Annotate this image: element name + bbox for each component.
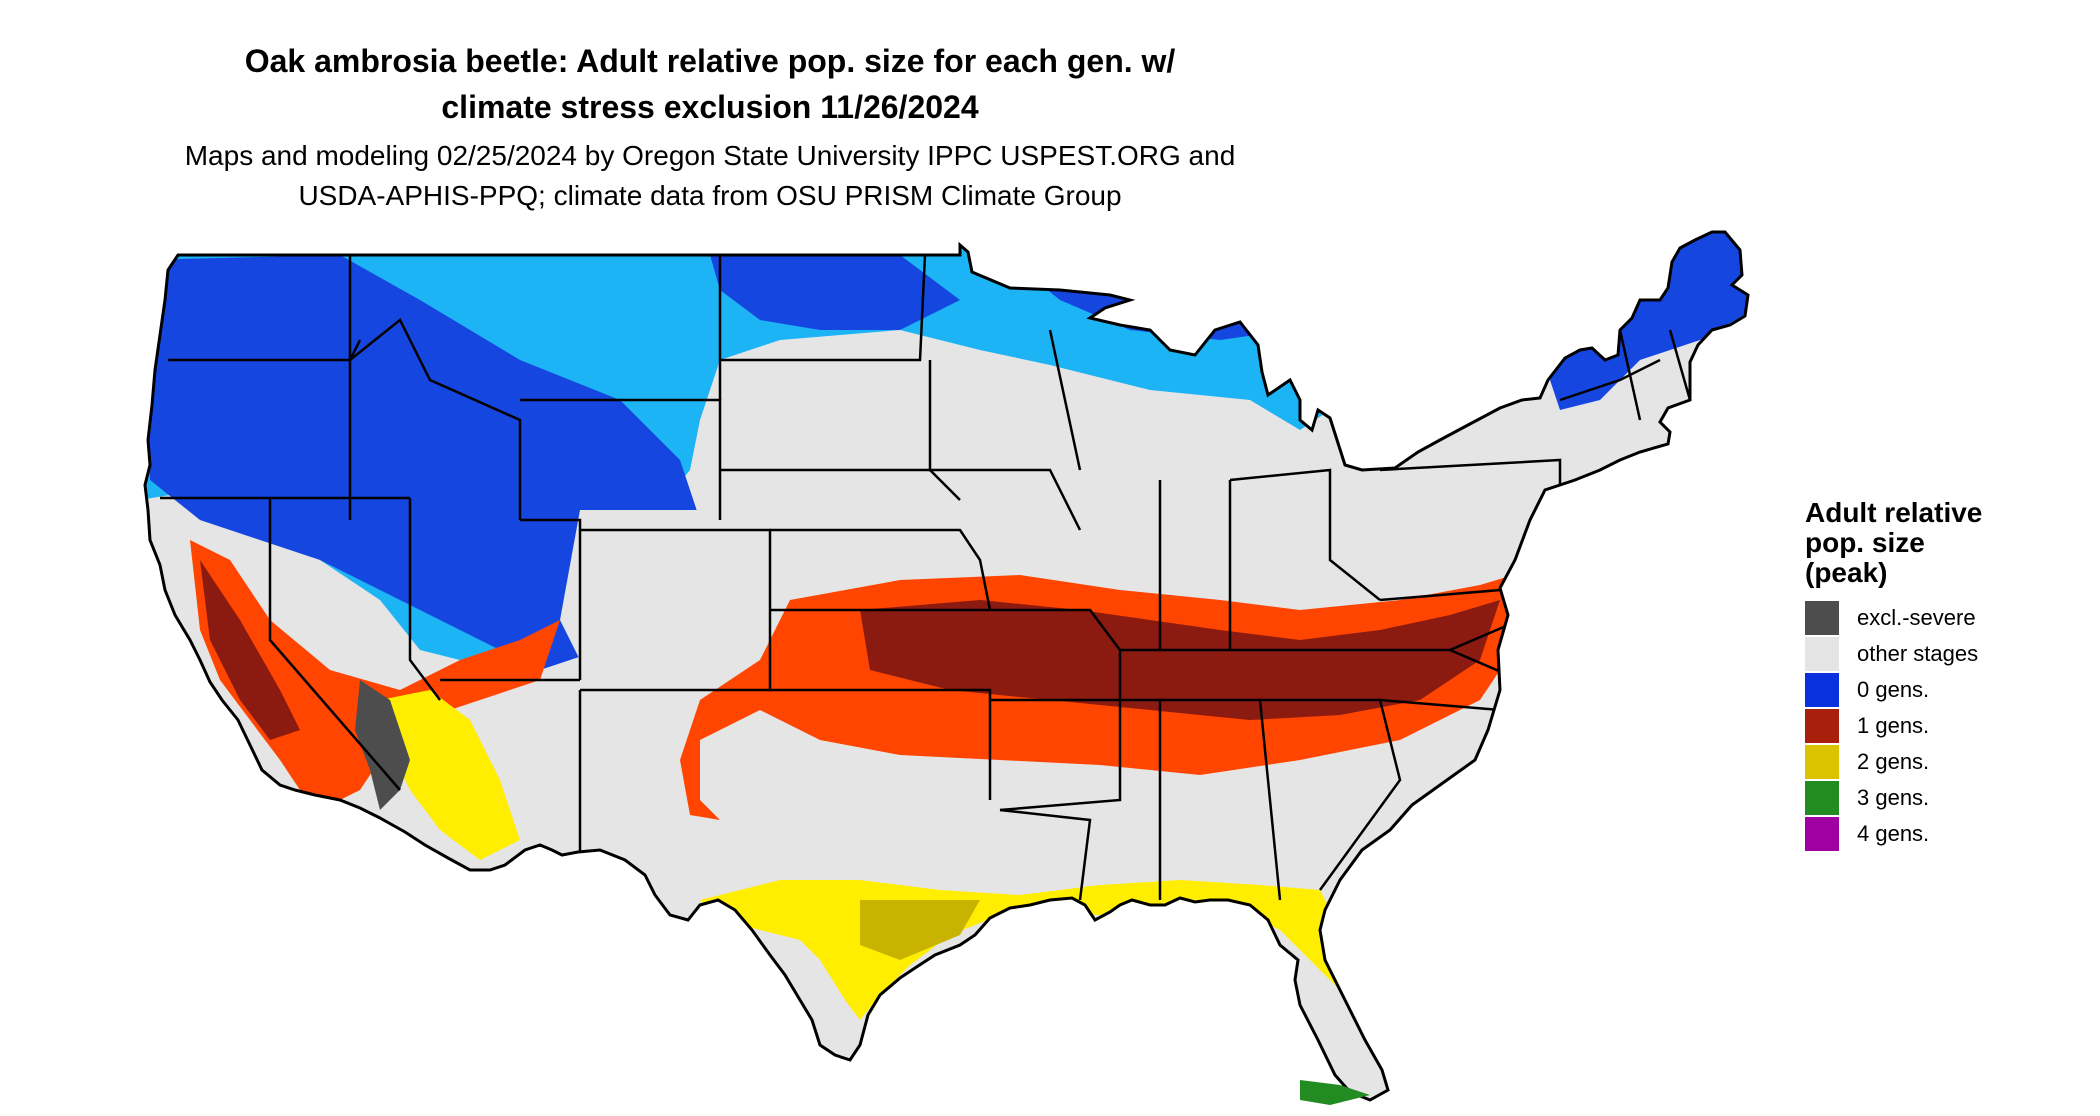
legend-swatch-2-gens <box>1805 745 1839 779</box>
state-border-15 <box>770 528 992 611</box>
legend-label-excl-severe: excl.-severe <box>1857 605 1976 630</box>
legend-swatch-3-gens <box>1805 781 1839 815</box>
zone-other-stages-colorado-plateau <box>560 510 720 700</box>
state-border-8 <box>520 518 582 680</box>
zone-2-gens-desert <box>380 690 520 860</box>
state-border-6 <box>349 318 522 520</box>
legend: Adult relative pop. size (peak) excl.-se… <box>1805 498 1982 852</box>
legend-title-line-1: Adult relative <box>1805 497 1983 528</box>
legend-label-1-gens: 1 gens. <box>1857 713 1930 738</box>
state-border-18 <box>928 360 1082 531</box>
legend-item-excl-severe: excl.-severe <box>1805 600 1982 636</box>
generation-zones <box>145 232 1748 1020</box>
legend-swatch-0-gens <box>1805 673 1839 707</box>
legend-item-0-gens: 0 gens. <box>1805 672 1982 708</box>
legend-title-line-3: (peak) <box>1805 557 1888 588</box>
legend-label-other-stages: other stages <box>1857 641 1979 666</box>
map-title: Oak ambrosia beetle: Adult relative pop.… <box>0 38 1420 130</box>
map-title-line-2: climate stress exclusion 11/26/2024 <box>441 89 979 125</box>
legend-item-3-gens: 3 gens. <box>1805 780 1982 816</box>
state-border-5 <box>408 498 441 701</box>
legend-swatch-other-stages <box>1805 637 1839 671</box>
zone-1-gens-core <box>860 600 1500 720</box>
state-border-36 <box>1668 329 1692 401</box>
zone-1-gens-california <box>190 540 560 810</box>
legend-swatch-excl-severe <box>1805 601 1839 635</box>
map-subtitle-line-2: USDA-APHIS-PPQ; climate data from OSU PR… <box>298 180 1122 211</box>
legend-label-3-gens: 3 gens. <box>1857 785 1930 810</box>
state-border-13 <box>720 254 927 362</box>
legend-label-0-gens: 0 gens. <box>1857 677 1930 702</box>
state-border-22 <box>999 808 1092 901</box>
zone-1-gens-california-core <box>200 560 300 740</box>
state-border-25 <box>1260 698 1402 891</box>
legend-label-2-gens: 2 gens. <box>1857 749 1930 774</box>
zone-excl-severe-desert <box>355 680 410 810</box>
state-border-17 <box>770 688 992 800</box>
map-title-line-1: Oak ambrosia beetle: Adult relative pop.… <box>244 43 1176 79</box>
state-border-3 <box>268 498 401 791</box>
state-border-35 <box>1618 329 1642 421</box>
state-border-21 <box>990 698 1122 812</box>
legend-item-4-gens: 4 gens. <box>1805 816 1982 852</box>
zone-0-gens-plains-north <box>710 255 960 330</box>
legend-label-4-gens: 4 gens. <box>1857 821 1930 846</box>
legend-item-1-gens: 1 gens. <box>1805 708 1982 744</box>
legend-title-line-2: pop. size <box>1805 527 1925 558</box>
zone-3-gens-florida-keys <box>1300 1080 1370 1105</box>
legend-title: Adult relative pop. size (peak) <box>1805 498 1982 588</box>
legend-item-2-gens: 2 gens. <box>1805 744 1982 780</box>
state-border-29 <box>1229 468 1381 601</box>
state-border-31 <box>1379 698 1501 712</box>
legend-item-other-stages: other stages <box>1805 636 1982 672</box>
conus-map <box>143 230 1750 1102</box>
zone-2-gens-texas-core <box>860 900 980 960</box>
state-border-20 <box>990 608 1122 700</box>
map-subtitle-line-1: Maps and modeling 02/25/2024 by Oregon S… <box>184 140 1236 171</box>
legend-swatch-4-gens <box>1805 817 1839 851</box>
map-subtitle: Maps and modeling 02/25/2024 by Oregon S… <box>0 136 1420 216</box>
us-outline <box>143 230 1750 1102</box>
state-borders <box>160 254 1692 901</box>
state-border-34 <box>1559 358 1661 402</box>
state-border-19 <box>1048 329 1082 471</box>
legend-swatch-1-gens <box>1805 709 1839 743</box>
